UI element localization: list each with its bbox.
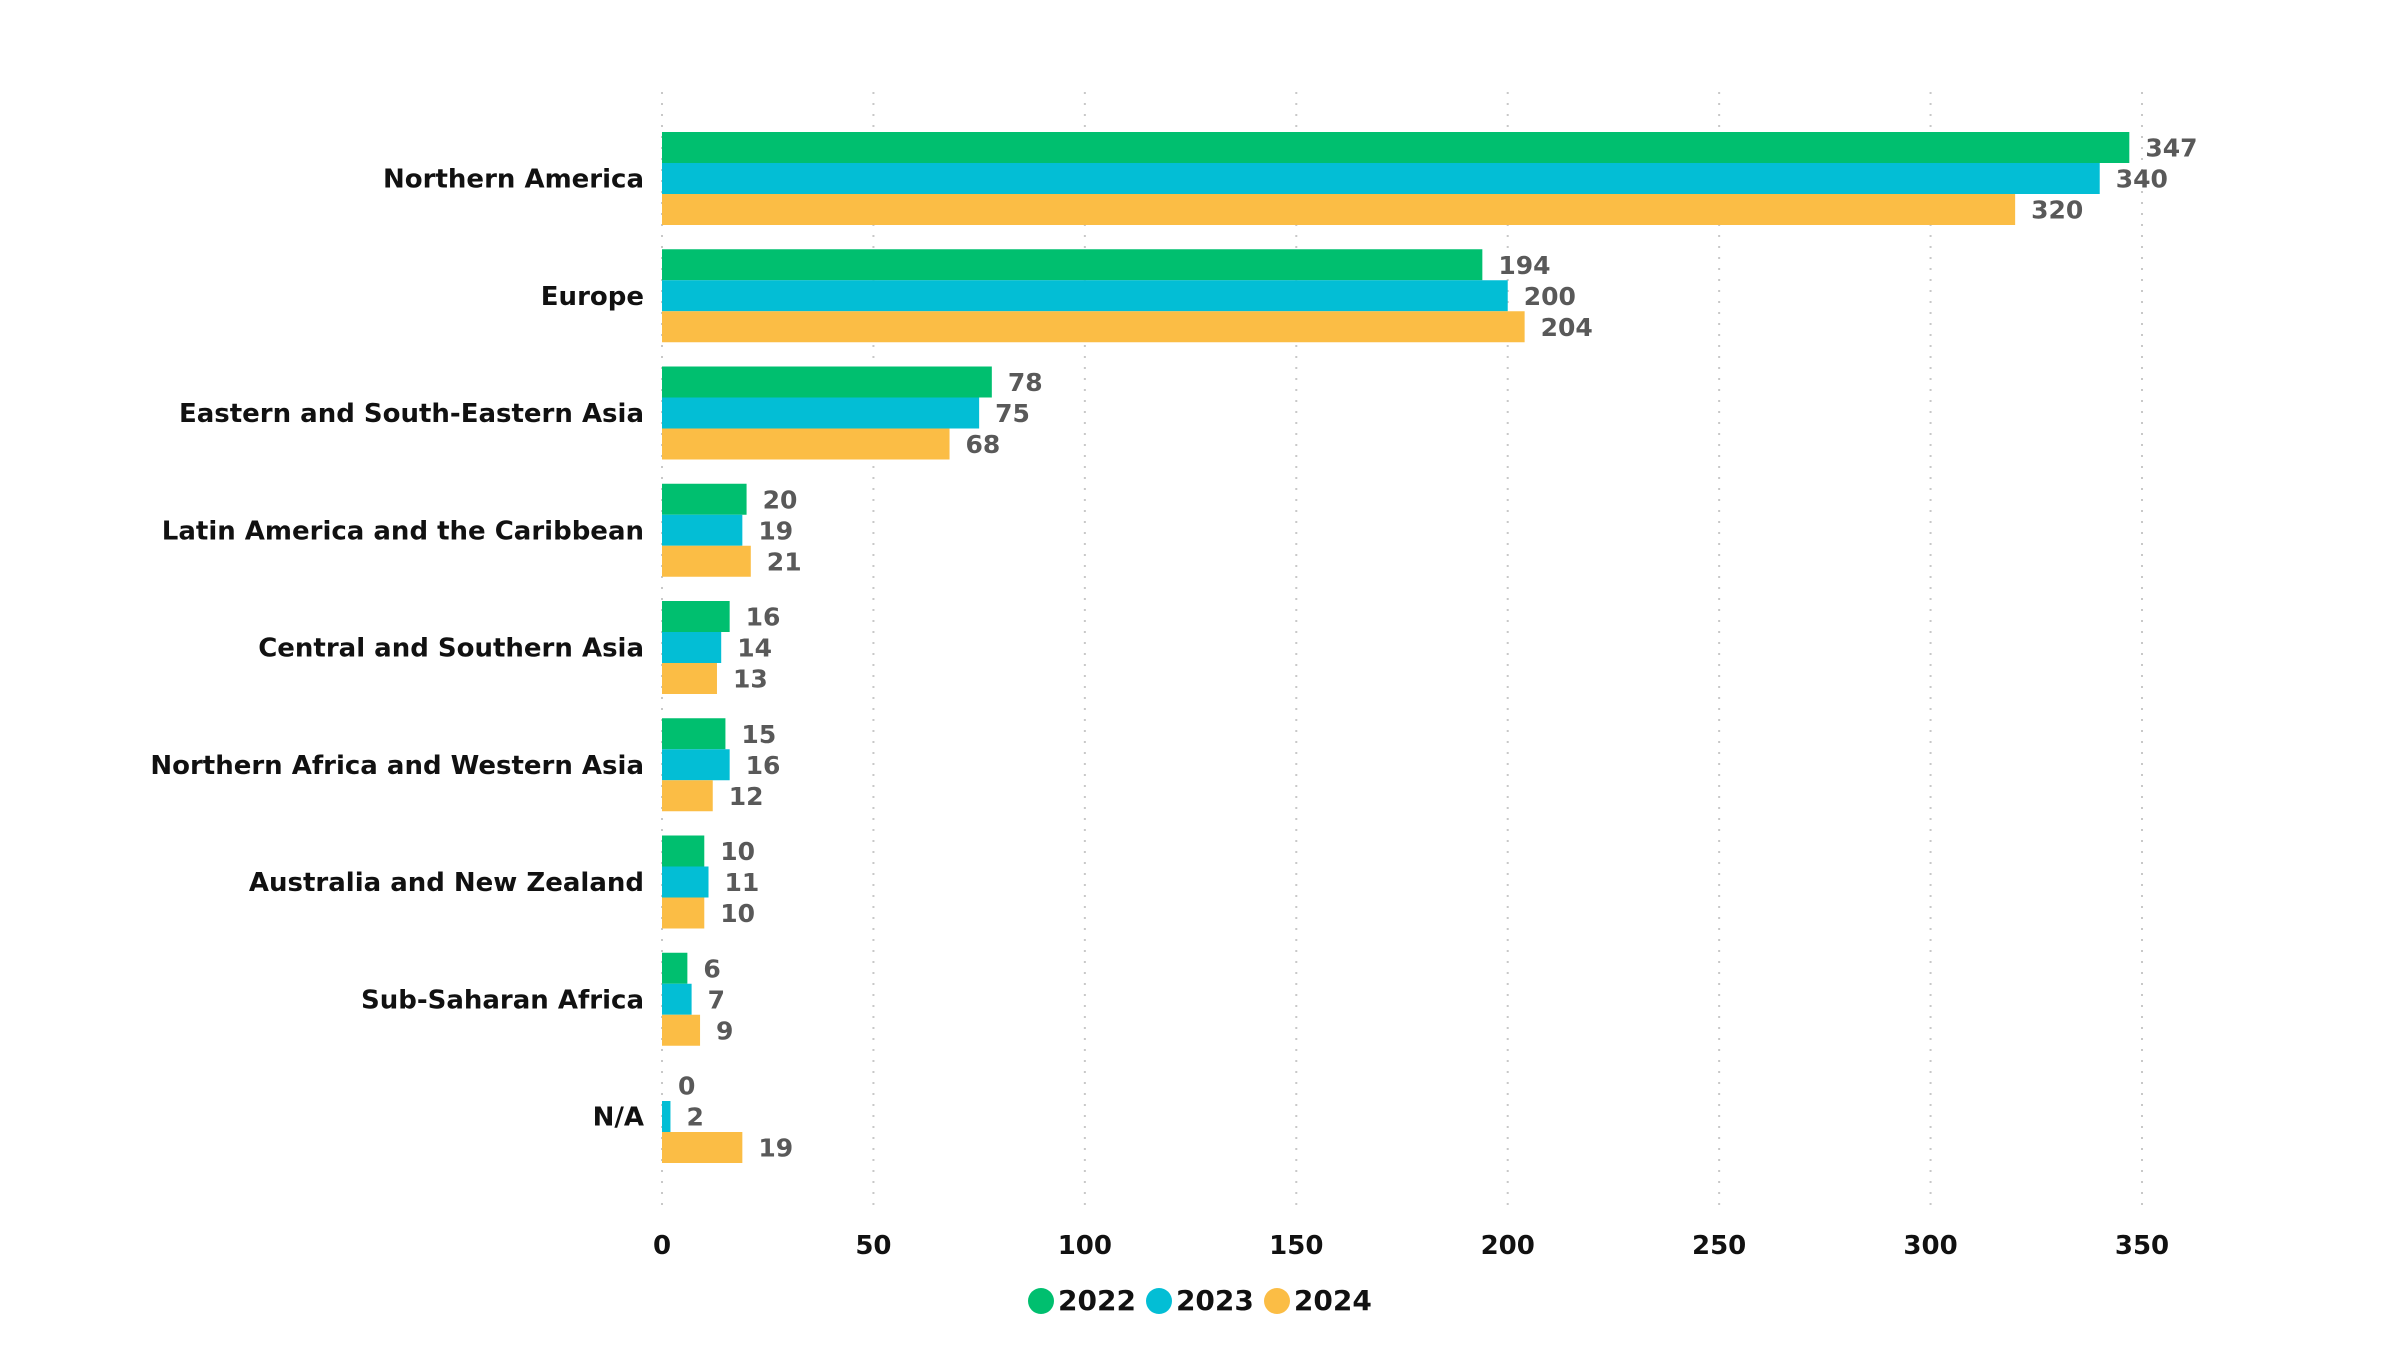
category-label: Latin America and the Caribbean (162, 516, 644, 546)
value-label: 200 (1524, 282, 1576, 311)
bar-2023 (662, 397, 980, 429)
legend-item-2023[interactable]: 2023 (1145, 1284, 1254, 1317)
value-label: 19 (758, 1134, 793, 1163)
x-tick-label: 100 (1058, 1231, 1112, 1261)
x-tick-label: 200 (1481, 1231, 1535, 1261)
category-label: Sub-Saharan Africa (361, 985, 644, 1015)
value-label: 6 (703, 954, 720, 983)
value-label: 7 (708, 985, 725, 1014)
category-label: Eastern and South-Eastern Asia (179, 399, 644, 429)
legend-dot-icon (1028, 1287, 1054, 1314)
category-label: N/A (593, 1103, 644, 1133)
bar-2023 (662, 983, 692, 1015)
value-label: 340 (2116, 165, 2168, 194)
bar-2022 (662, 249, 1483, 281)
bar-2022 (662, 601, 730, 632)
bar-2024 (662, 1132, 743, 1163)
bar-2023 (662, 749, 730, 781)
value-label: 68 (966, 430, 1001, 459)
category-label: Northern America (383, 165, 644, 195)
value-label: 2 (686, 1103, 703, 1132)
value-label: 204 (1541, 313, 1593, 342)
bar-2023 (662, 866, 709, 898)
legend-label: 2024 (1293, 1284, 1372, 1317)
x-tick-label: 350 (2115, 1231, 2169, 1261)
legend-dot-icon (1263, 1287, 1290, 1314)
value-label: 16 (746, 603, 781, 632)
legend-label: 2023 (1175, 1284, 1254, 1317)
x-tick-label: 50 (855, 1231, 891, 1261)
bar-2024 (662, 545, 751, 577)
value-label: 16 (746, 751, 781, 780)
value-label: 194 (1498, 251, 1550, 280)
value-label: 10 (720, 837, 755, 866)
category-label: Central and Southern Asia (258, 634, 644, 664)
category-label: Australia and New Zealand (249, 868, 644, 898)
value-label: 19 (758, 516, 793, 545)
bar-2023 (662, 280, 1508, 312)
value-label: 15 (741, 720, 776, 749)
category-label: Europe (541, 282, 644, 312)
bar-2024 (662, 897, 705, 929)
legend-dot-icon (1145, 1287, 1172, 1314)
value-label: 75 (995, 399, 1030, 428)
bar-2022 (662, 132, 2130, 163)
category-label: Northern Africa and Western Asia (150, 751, 644, 781)
x-tick-label: 150 (1269, 1231, 1323, 1261)
value-label: 10 (720, 899, 755, 928)
x-tick-label: 300 (1903, 1231, 1957, 1261)
bar-2024 (662, 194, 2016, 225)
value-label: 14 (737, 634, 772, 663)
bar-2022 (662, 483, 747, 515)
x-axis-ticks: 0 50 100 150 200 250 300 350 (653, 1231, 2169, 1261)
legend-item-2022[interactable]: 2022 (1028, 1284, 1136, 1317)
legend-label: 2022 (1058, 1284, 1136, 1317)
value-labels: 3473403201942002047875682019211614131516… (678, 134, 2198, 1163)
bar-2023 (662, 163, 2100, 194)
category-labels: Northern America Europe Eastern and South-… (150, 165, 644, 1133)
legend-item-2024[interactable]: 2024 (1263, 1284, 1372, 1317)
bar-2024 (662, 311, 1525, 343)
x-tick-label: 0 (653, 1231, 671, 1261)
x-tick-label: 250 (1692, 1231, 1746, 1261)
bar-2023 (662, 514, 743, 546)
bar-2024 (662, 663, 717, 694)
value-label: 347 (2145, 134, 2197, 163)
value-label: 78 (1008, 368, 1043, 397)
bar-2023 (662, 1101, 671, 1132)
bars (662, 132, 2130, 1163)
value-label: 12 (729, 782, 764, 811)
value-label: 13 (733, 665, 768, 694)
value-label: 20 (763, 485, 798, 514)
bar-2022 (662, 366, 992, 398)
value-label: 21 (767, 547, 802, 576)
bar-2022 (662, 718, 726, 750)
bar-2023 (662, 632, 722, 663)
bar-2024 (662, 428, 950, 460)
value-label: 320 (2031, 196, 2083, 225)
bar-2022 (662, 835, 705, 867)
bar-2024 (662, 780, 713, 812)
bar-2024 (662, 1014, 701, 1046)
value-label: 0 (678, 1072, 695, 1101)
value-label: 9 (716, 1016, 733, 1045)
bar-2022 (662, 952, 688, 984)
value-label: 11 (725, 868, 760, 897)
